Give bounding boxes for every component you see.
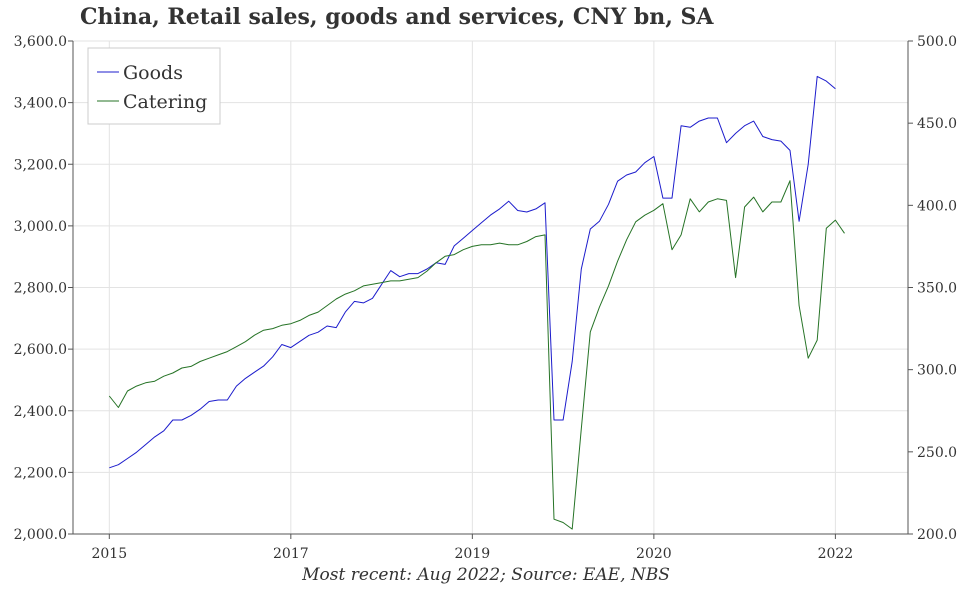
- right-tick-label: 200.0: [917, 527, 957, 543]
- left-tick-label: 2,000.0: [14, 527, 67, 543]
- right-tick-label: 350.0: [917, 281, 957, 297]
- legend-label-catering: Catering: [123, 91, 207, 113]
- series-line-catering: [108, 180, 845, 530]
- legend-label-goods: Goods: [123, 62, 183, 84]
- left-tick-label: 2,800.0: [14, 281, 67, 297]
- right-tick-label: 500.0: [917, 34, 957, 50]
- x-tick-label: 2020: [636, 546, 672, 562]
- right-tick-label: 400.0: [917, 198, 957, 214]
- left-tick-label: 3,400.0: [14, 96, 67, 112]
- legend: Goods Catering: [87, 47, 221, 125]
- right-tick-label: 450.0: [917, 116, 957, 132]
- right-tick-label: 300.0: [917, 363, 957, 379]
- left-tick-label: 3,600.0: [14, 34, 67, 50]
- x-tick-label: 2019: [455, 546, 491, 562]
- chart-title: China, Retail sales, goods and services,…: [80, 4, 714, 30]
- x-tick-label: 2017: [273, 546, 309, 562]
- x-tick-label: 2022: [818, 546, 854, 562]
- left-tick-label: 3,000.0: [14, 219, 67, 235]
- legend-box: [87, 47, 221, 125]
- left-tick-label: 2,200.0: [14, 465, 67, 481]
- left-tick-label: 3,200.0: [14, 157, 67, 173]
- series-line-goods: [109, 75, 836, 469]
- left-tick-label: 2,400.0: [14, 404, 67, 420]
- right-tick-label: 250.0: [917, 445, 957, 461]
- axes: 2,000.0 2,200.0 2,400.0 2,600.0 2,800.0 3,000…: [14, 34, 958, 562]
- x-tick-label: 2015: [91, 546, 127, 562]
- chart-source: Most recent: Aug 2022; Source: EAE, NBS: [302, 565, 670, 585]
- left-tick-label: 2,600.0: [14, 342, 67, 358]
- series-layer: [108, 75, 845, 530]
